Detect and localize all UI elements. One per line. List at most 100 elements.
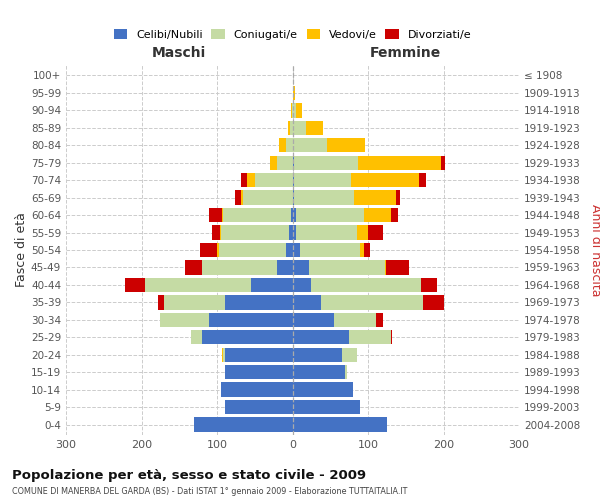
Bar — [212, 226, 220, 239]
Text: Femmine: Femmine — [370, 46, 442, 60]
Bar — [290, 120, 293, 135]
Bar — [293, 156, 294, 170]
Bar — [221, 382, 293, 397]
Bar — [224, 400, 293, 414]
Bar — [247, 173, 255, 188]
Bar — [419, 173, 426, 188]
Bar — [244, 190, 293, 205]
Bar — [194, 418, 293, 432]
Bar — [291, 208, 293, 222]
Bar — [296, 103, 302, 118]
Legend: Celibi/Nubili, Coniugati/e, Vedovi/e, Divorziati/e: Celibi/Nubili, Coniugati/e, Vedovi/e, Di… — [110, 26, 475, 44]
Bar — [293, 120, 306, 135]
Bar — [293, 312, 334, 327]
Bar — [341, 348, 356, 362]
Text: COMUNE DI MANERBA DEL GARDA (BS) - Dati ISTAT 1° gennaio 2009 - Elaborazione TUT: COMUNE DI MANERBA DEL GARDA (BS) - Dati … — [12, 487, 407, 496]
Bar — [356, 226, 368, 239]
Y-axis label: Fasce di età: Fasce di età — [15, 212, 28, 288]
Bar — [334, 312, 376, 327]
Bar — [223, 208, 291, 222]
Bar — [293, 190, 294, 205]
Bar — [293, 365, 346, 380]
Bar — [241, 190, 244, 205]
Bar — [293, 400, 361, 414]
Bar — [355, 190, 396, 205]
Bar — [164, 295, 224, 310]
Bar — [391, 330, 392, 344]
Bar — [293, 103, 296, 118]
Bar — [185, 260, 202, 274]
Bar — [349, 330, 391, 344]
Bar — [293, 418, 387, 432]
Bar — [286, 138, 293, 152]
Bar — [293, 348, 341, 362]
Bar — [279, 138, 286, 152]
Bar — [296, 226, 356, 239]
Bar — [293, 278, 311, 292]
Bar — [251, 278, 293, 292]
Bar — [145, 278, 251, 292]
Bar — [327, 138, 365, 152]
Bar — [423, 295, 444, 310]
Bar — [286, 243, 293, 257]
Bar — [218, 243, 286, 257]
Bar — [293, 86, 295, 100]
Bar — [293, 382, 353, 397]
Bar — [421, 278, 437, 292]
Bar — [293, 243, 300, 257]
Bar — [224, 295, 293, 310]
Bar — [361, 243, 364, 257]
Bar — [202, 330, 293, 344]
Bar — [291, 103, 292, 118]
Bar — [294, 173, 350, 188]
Bar — [376, 312, 383, 327]
Bar — [293, 138, 327, 152]
Bar — [125, 278, 145, 292]
Bar — [364, 243, 370, 257]
Bar — [224, 365, 293, 380]
Bar — [293, 173, 294, 188]
Bar — [292, 103, 293, 118]
Bar — [385, 260, 386, 274]
Bar — [321, 295, 423, 310]
Bar — [221, 226, 289, 239]
Bar — [191, 330, 202, 344]
Bar — [288, 120, 290, 135]
Bar — [277, 260, 293, 274]
Bar — [224, 348, 293, 362]
Bar — [300, 243, 361, 257]
Bar — [346, 365, 347, 380]
Bar — [364, 208, 391, 222]
Bar — [158, 295, 164, 310]
Bar — [293, 260, 309, 274]
Bar — [293, 208, 296, 222]
Bar — [293, 295, 321, 310]
Bar — [306, 120, 323, 135]
Bar — [209, 312, 293, 327]
Y-axis label: Anni di nascita: Anni di nascita — [589, 204, 600, 296]
Bar — [241, 173, 247, 188]
Bar — [294, 156, 358, 170]
Bar — [160, 312, 209, 327]
Bar — [270, 156, 277, 170]
Bar — [222, 208, 223, 222]
Bar — [358, 156, 441, 170]
Bar — [277, 156, 293, 170]
Bar — [386, 260, 409, 274]
Bar — [296, 208, 364, 222]
Bar — [209, 208, 222, 222]
Bar — [223, 348, 224, 362]
Bar — [289, 226, 293, 239]
Bar — [255, 173, 293, 188]
Bar — [200, 243, 217, 257]
Bar — [293, 330, 349, 344]
Bar — [391, 208, 398, 222]
Bar — [293, 226, 296, 239]
Bar — [222, 348, 223, 362]
Bar — [311, 278, 421, 292]
Bar — [350, 173, 419, 188]
Bar — [294, 190, 355, 205]
Bar — [220, 226, 221, 239]
Bar — [309, 260, 385, 274]
Text: Popolazione per età, sesso e stato civile - 2009: Popolazione per età, sesso e stato civil… — [12, 470, 366, 482]
